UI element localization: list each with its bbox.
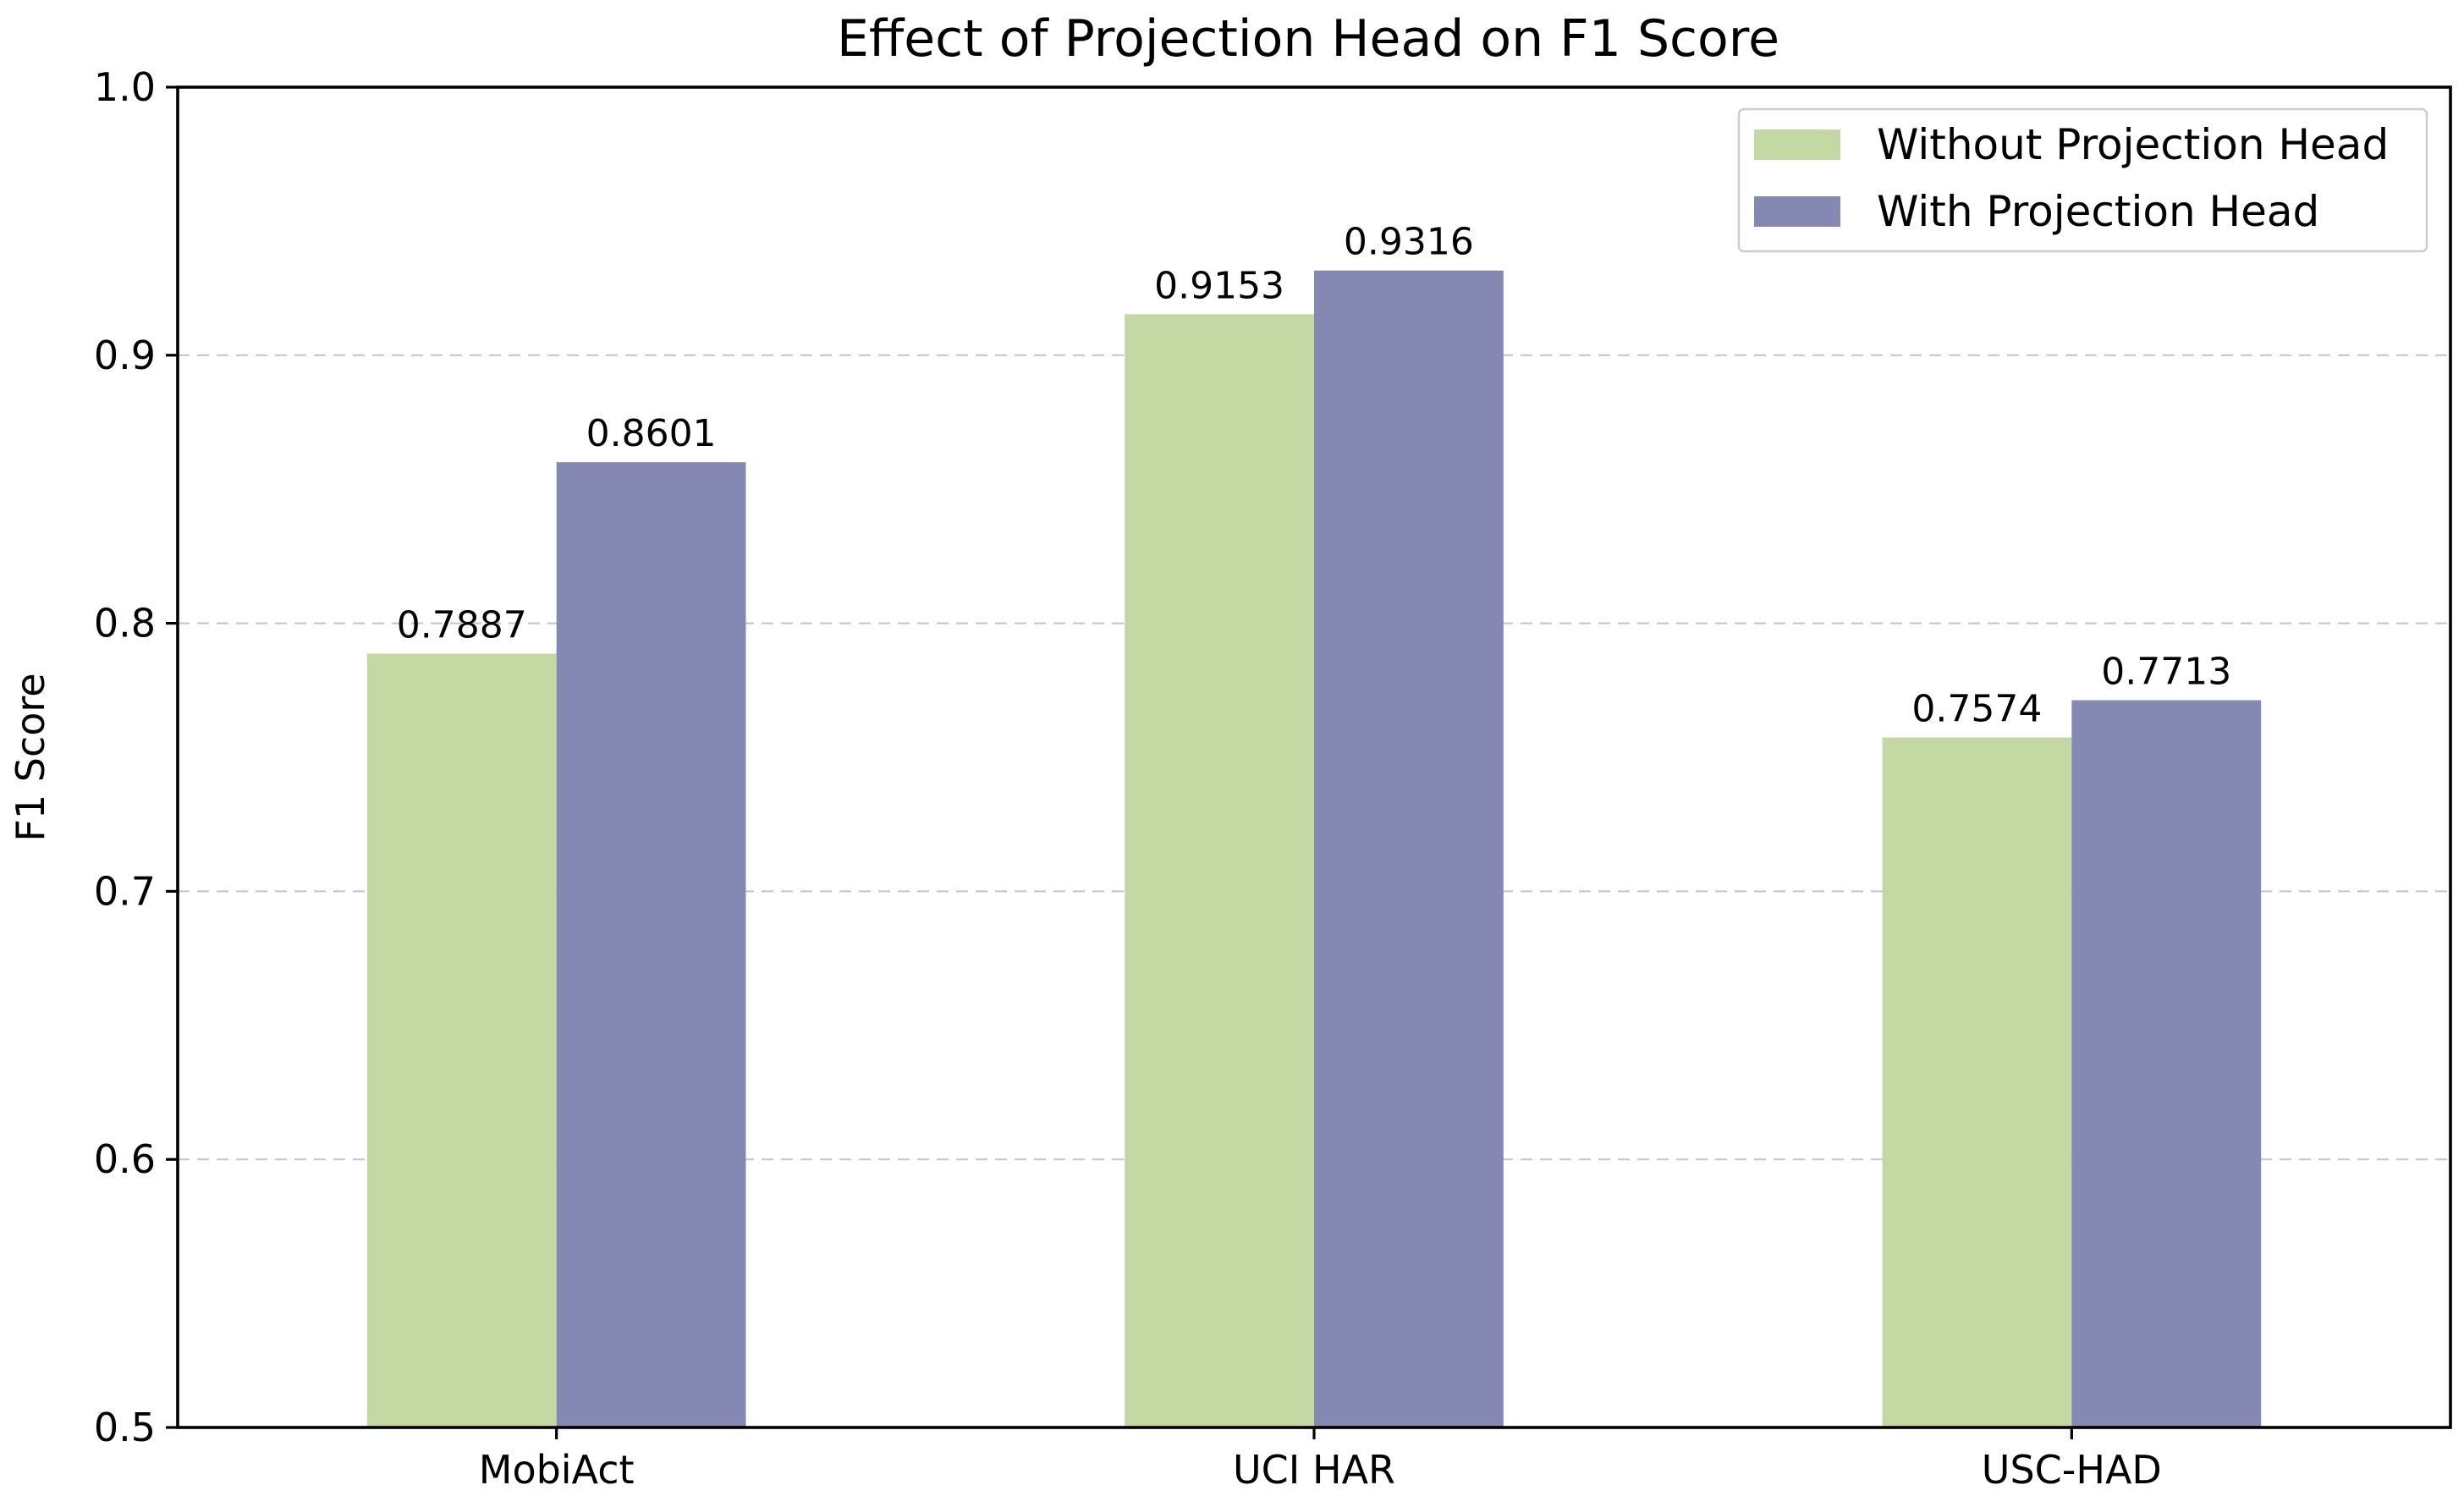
y-tick-label-0-5: 0.5 <box>94 1405 156 1450</box>
bar-value-label-uci-har-without-projection-head: 0.9153 <box>1154 264 1284 307</box>
legend: Without Projection Head With Projection … <box>1737 107 2428 253</box>
x-axis-ticks: MobiAct UCI HAR USC-HAD <box>479 1427 2162 1493</box>
x-tick-label-mobiact: MobiAct <box>479 1447 635 1493</box>
bar-value-label-mobiact-without-projection-head: 0.7887 <box>397 603 527 646</box>
bar-value-label-usc-had-without-projection-head: 0.7574 <box>1911 688 2042 731</box>
bar-uci-har-without-projection-head <box>1125 314 1314 1427</box>
bar-value-labels: 0.7887 0.9153 0.7574 0.8601 0.9316 0.7713 <box>397 221 2231 731</box>
x-tick-label-usc-had: USC-HAD <box>1982 1447 2162 1493</box>
chart-title: Effect of Projection Head on F1 Score <box>837 9 1779 69</box>
legend-frame <box>1737 107 2428 253</box>
legend-swatch-with-projection-head <box>1754 196 1840 227</box>
bar-value-label-uci-har-with-projection-head: 0.9316 <box>1344 221 1474 264</box>
y-tick-label-0-7: 0.7 <box>94 868 156 914</box>
legend-label-with-projection-head: With Projection Head <box>1877 187 2319 236</box>
bar-value-label-mobiact-with-projection-head: 0.8601 <box>586 412 717 455</box>
bar-usc-had-with-projection-head <box>2071 700 2262 1427</box>
legend-label-without-projection-head: Without Projection Head <box>1877 120 2389 169</box>
y-axis-label: F1 Score <box>8 673 53 841</box>
bars <box>366 270 2262 1428</box>
bar-value-label-usc-had-with-projection-head: 0.7713 <box>2101 651 2231 694</box>
bar-uci-har-with-projection-head <box>1314 270 1504 1428</box>
y-tick-label-0-9: 0.9 <box>94 333 156 378</box>
bar-usc-had-without-projection-head <box>1882 737 2072 1427</box>
y-tick-label-0-6: 0.6 <box>94 1136 156 1182</box>
legend-swatch-without-projection-head <box>1754 129 1840 160</box>
bar-mobiact-without-projection-head <box>366 653 557 1427</box>
y-tick-label-0-8: 0.8 <box>94 601 156 646</box>
y-axis-ticks: 0.5 0.6 0.7 0.8 0.9 1.0 <box>94 64 178 1450</box>
y-tick-label-1-0: 1.0 <box>94 64 156 110</box>
x-tick-label-uci-har: UCI HAR <box>1233 1447 1395 1493</box>
bar-mobiact-with-projection-head <box>556 462 746 1428</box>
